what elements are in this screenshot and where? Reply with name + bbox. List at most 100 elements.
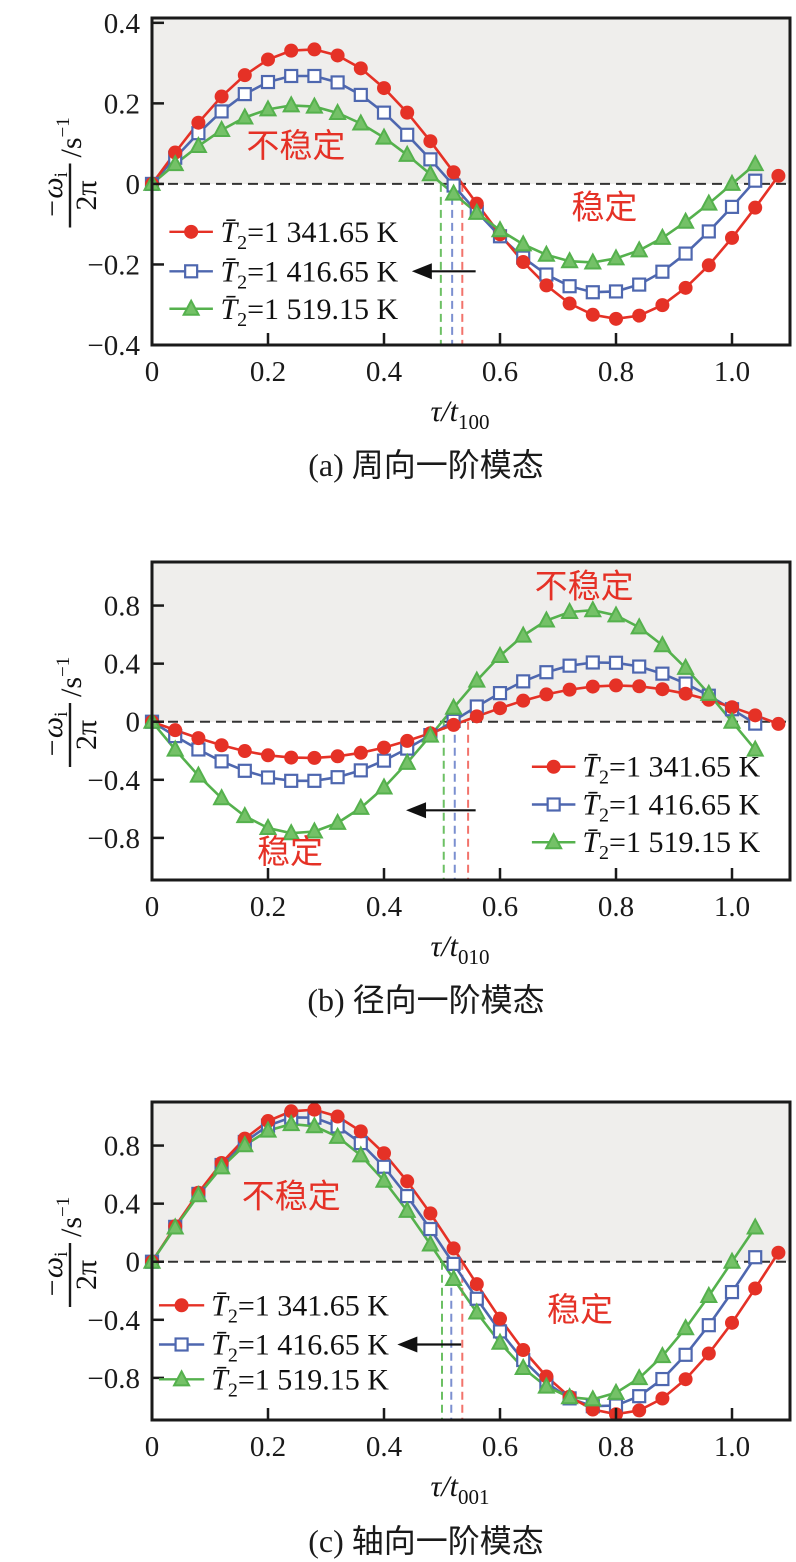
circle-marker [261, 748, 275, 763]
x-axis-label: τ/t001 [431, 1470, 490, 1509]
circle-marker [655, 1391, 670, 1406]
square-marker [330, 770, 345, 785]
series-markers [142, 1102, 786, 1422]
square-marker [400, 127, 415, 142]
x-axis-label: τ/t100 [431, 395, 490, 434]
circle-marker [214, 738, 229, 753]
triangle-marker [653, 635, 672, 653]
stable-label: 稳定 [257, 834, 323, 871]
circle-marker [516, 255, 531, 270]
triangle-marker [212, 119, 231, 137]
triangle-marker [305, 1116, 324, 1134]
series-markers [142, 42, 786, 326]
circle-marker [446, 165, 461, 180]
triangle-marker [722, 173, 742, 191]
unstable-region [152, 18, 790, 184]
triangle-marker [606, 248, 626, 266]
y-tick-label: 0.2 [104, 88, 140, 120]
circle-marker [423, 1206, 438, 1221]
circle-marker [725, 700, 739, 715]
circle-marker [168, 145, 183, 160]
svg-text:/s−1: /s−1 [53, 117, 88, 157]
circle-marker [748, 708, 763, 723]
x-tick-label: 0.4 [366, 1431, 403, 1463]
svg-text:2π: 2π [70, 180, 103, 210]
x-tick-label: 0.2 [250, 1431, 286, 1463]
square-marker [516, 674, 531, 689]
triangle-marker [560, 1387, 579, 1405]
circle-marker [771, 168, 786, 183]
triangle-marker [258, 1120, 278, 1138]
circle-marker [400, 733, 415, 748]
triangle-marker [467, 670, 486, 688]
x-tick-label: 0.4 [366, 891, 403, 923]
legend: T̄2=1 341.65 KT̄2=1 416.65 KT̄2=1 519.15… [531, 751, 760, 864]
triangle-marker [374, 127, 394, 145]
series-markers [142, 600, 786, 841]
circle-marker [655, 682, 670, 697]
triangle-marker [282, 823, 301, 841]
circle-marker [330, 749, 345, 764]
triangle-marker [282, 95, 301, 113]
circle-marker [539, 278, 554, 293]
square-marker [214, 754, 229, 769]
subplot-b-chart: 0 0.2 0.4 0.6 0.8 1.0 0.8 0.4 0 −0.4 −0.8 不稳定 稳定 T̄2=… [0, 520, 796, 975]
triangle-marker [583, 600, 602, 618]
square-marker [446, 1256, 461, 1272]
legend-label: T̄2=1 416.65 K [220, 255, 398, 293]
triangle-marker [490, 1332, 510, 1350]
x-tick-label: 0.6 [482, 356, 518, 388]
square-marker [423, 152, 438, 167]
triangle-marker [676, 1318, 695, 1336]
circle-marker [725, 230, 739, 245]
square-marker [585, 285, 600, 300]
triangle-marker [235, 805, 254, 824]
circle-marker [261, 52, 275, 67]
triangle-marker [189, 135, 208, 154]
triangle-marker [514, 625, 533, 643]
zero-crossing-lines [442, 721, 470, 880]
series-line-red [150, 1108, 780, 1416]
x-tick-label: 0.2 [250, 356, 286, 388]
svg-text:−ωi: −ωi [36, 172, 72, 219]
series-line-red [150, 48, 780, 321]
arrow-annotation [406, 802, 476, 819]
circle-marker [539, 687, 554, 702]
circle-marker [585, 307, 600, 322]
triangle-marker [722, 1251, 742, 1269]
x-tick-label: 0 [145, 1431, 160, 1463]
triangle-marker [421, 1234, 440, 1252]
triangle-marker [374, 1170, 394, 1188]
square-marker [353, 763, 368, 778]
circle-marker [446, 1241, 461, 1256]
circle-marker [191, 115, 206, 130]
svg-text:/s−1: /s−1 [53, 657, 88, 697]
square-marker [724, 1284, 740, 1300]
arrow-head-icon [397, 1336, 418, 1353]
triangle-marker [444, 1268, 463, 1287]
triangle-marker [189, 765, 208, 783]
circle-marker [678, 686, 693, 701]
circle-marker [330, 48, 345, 63]
arrow-annotation [411, 263, 476, 280]
circle-marker [562, 682, 577, 697]
triangle-marker [514, 234, 533, 252]
y-tick-label: 0.8 [104, 1131, 140, 1163]
triangle-marker [560, 601, 579, 619]
square-marker [260, 74, 276, 90]
square-marker [330, 75, 345, 90]
circle-marker [585, 679, 600, 694]
y-tick-label: −0.4 [87, 765, 140, 797]
arrow-head-icon [406, 802, 427, 819]
circle-marker [400, 1174, 415, 1189]
triangle-marker [212, 788, 231, 806]
square-marker [237, 87, 252, 102]
triangle-marker [166, 1217, 185, 1235]
circle-marker [562, 296, 577, 311]
x-tick-label: 0.6 [482, 891, 518, 923]
triangle-marker [746, 739, 765, 757]
triangle-marker [537, 244, 556, 262]
x-tick-label: 0 [145, 356, 160, 388]
